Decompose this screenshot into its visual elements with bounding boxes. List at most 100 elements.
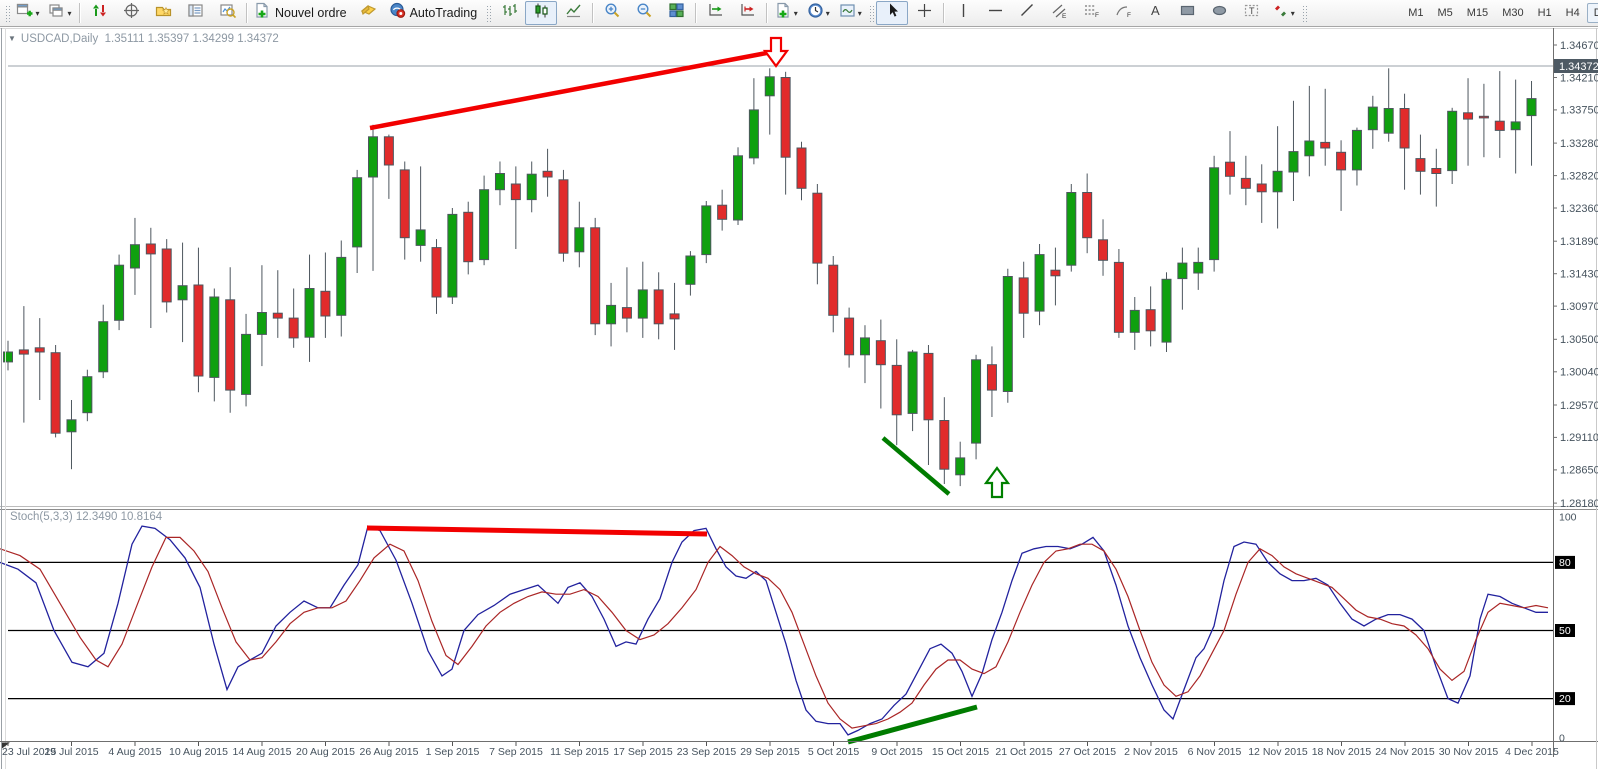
chevron-down-icon[interactable]: ▾ xyxy=(825,8,830,18)
date-tick-label: 20 Aug 2015 xyxy=(296,746,355,758)
toolbar-grip[interactable] xyxy=(1301,4,1308,22)
chart-title-text: USDCAD,Daily 1.35111 1.35397 1.34299 1.3… xyxy=(20,33,279,45)
price-tick-label: 1.32360 xyxy=(1560,203,1598,215)
market-watch-button[interactable] xyxy=(83,1,115,25)
price-tick-label: 1.30040 xyxy=(1560,367,1598,379)
profiles-button[interactable]: ▾ xyxy=(44,1,76,25)
chart-shift-icon xyxy=(739,2,756,24)
date-tick-label: 2 Nov 2015 xyxy=(1124,746,1178,758)
stochastic-main-line xyxy=(0,525,1548,736)
timeframe-m5-button[interactable]: M5 xyxy=(1437,7,1453,19)
toolbar-grip[interactable] xyxy=(485,4,492,22)
new-order-button[interactable]: Nouvel ordre xyxy=(250,1,353,25)
stochastic-label: Stoch(5,3,3) 12.3490 10.8164 xyxy=(10,511,163,523)
vertical-line-button[interactable] xyxy=(947,1,979,25)
line-chart-icon xyxy=(565,2,582,24)
autotrading-button-label: AutoTrading xyxy=(409,6,478,20)
bar-chart-button[interactable] xyxy=(493,1,525,25)
fibonacci-button[interactable]: F xyxy=(1075,1,1107,25)
equidistant-channel-button[interactable]: E xyxy=(1043,1,1075,25)
date-tick-label: 9 Oct 2015 xyxy=(871,746,923,758)
fibo-curve-button[interactable]: F xyxy=(1107,1,1139,25)
timeframe-m30-button[interactable]: M30 xyxy=(1502,7,1524,19)
fibo-curve-icon: F xyxy=(1115,2,1132,24)
date-tick-label: 6 Nov 2015 xyxy=(1188,746,1242,758)
toolbar-separator xyxy=(766,3,768,23)
navigator-button[interactable] xyxy=(147,1,179,25)
stoch-level-label: 0 xyxy=(1559,733,1565,745)
zoom-out-icon xyxy=(636,2,653,24)
strategy-tester-button[interactable] xyxy=(211,1,243,25)
cursor-button[interactable] xyxy=(876,1,909,25)
toolbar-separator xyxy=(695,3,697,23)
line-chart-button[interactable] xyxy=(557,1,589,25)
stoch-sell-trendline[interactable] xyxy=(366,525,708,537)
timeframe-d1-button[interactable]: D1 xyxy=(1586,3,1598,23)
toolbar-grip[interactable] xyxy=(868,4,875,22)
price-tick-label: 1.31890 xyxy=(1560,236,1598,248)
timeframe-h4-button[interactable]: H4 xyxy=(1565,7,1580,19)
auto-scroll-button[interactable] xyxy=(699,1,731,25)
chevron-down-icon[interactable]: ▾ xyxy=(793,8,798,18)
crosshair-button[interactable] xyxy=(908,1,940,25)
fibonacci-icon: F xyxy=(1083,2,1100,24)
zoom-in-button[interactable] xyxy=(596,1,628,25)
toolbar: ▾ ▾ Nouvel ordre AutoTrading ▾ ▾ ▾ E F F A T ▾ M1 M5 M1… xyxy=(0,0,1598,27)
rectangle-button[interactable] xyxy=(1171,1,1203,25)
stoch-buy-trendline[interactable] xyxy=(847,704,978,745)
terminal-button[interactable] xyxy=(179,1,211,25)
ellipse-icon xyxy=(1211,2,1228,24)
buy-trendline[interactable] xyxy=(881,436,951,496)
svg-text:A: A xyxy=(1151,3,1160,18)
panel-separator[interactable] xyxy=(0,506,1598,510)
chart-canvas[interactable]: 1.34670 1.34210 1.33750 1.33280 1.32820 1.323… xyxy=(0,27,1598,769)
chevron-down-icon[interactable]: ▾ xyxy=(67,8,72,18)
autotrading-button[interactable]: AutoTrading xyxy=(385,1,484,25)
price-tick-label: 1.33750 xyxy=(1560,105,1598,117)
ellipse-button[interactable] xyxy=(1203,1,1235,25)
stoch-axis[interactable]: 100 80 50 20 0 xyxy=(1555,512,1577,745)
chevron-down-icon[interactable]: ▾ xyxy=(35,8,40,18)
price-axis[interactable]: 1.34670 1.34210 1.33750 1.33280 1.32820 1.323… xyxy=(1553,40,1598,510)
svg-text:F: F xyxy=(1127,12,1131,19)
data-window-icon xyxy=(123,2,140,24)
date-tick-label: 23 Sep 2015 xyxy=(677,746,737,758)
data-window-button[interactable] xyxy=(115,1,147,25)
candlestick-chart-button[interactable] xyxy=(525,1,558,25)
timeframe-m15-button[interactable]: M15 xyxy=(1466,7,1489,19)
text-button[interactable]: A xyxy=(1139,1,1171,25)
autotrading-icon xyxy=(389,2,406,24)
timeframe-m1-button[interactable]: M1 xyxy=(1408,7,1424,19)
tile-windows-button[interactable] xyxy=(660,1,692,25)
date-tick-label: 5 Oct 2015 xyxy=(808,746,860,758)
indicators-button[interactable]: ▾ xyxy=(770,1,802,25)
new-chart-button[interactable]: ▾ xyxy=(12,1,44,25)
templates-button[interactable]: ▾ xyxy=(834,1,866,25)
current-price-tag xyxy=(1554,59,1598,73)
timeframe-h1-button[interactable]: H1 xyxy=(1537,7,1552,19)
sell-arrow-icon[interactable] xyxy=(762,36,790,68)
sell-trendline[interactable] xyxy=(369,49,773,131)
date-tick-label: 29 Jul 2015 xyxy=(44,746,98,758)
chart-collapse-icon[interactable]: ▼ xyxy=(8,34,16,43)
metaeditor-button[interactable] xyxy=(353,1,385,25)
trendline-button[interactable] xyxy=(1011,1,1043,25)
zoom-out-button[interactable] xyxy=(628,1,660,25)
auto-scroll-icon xyxy=(707,2,724,24)
date-tick-label: 10 Aug 2015 xyxy=(169,746,228,758)
label-button[interactable]: T xyxy=(1235,1,1267,25)
label-icon: T xyxy=(1243,2,1260,24)
horizontal-line-button[interactable] xyxy=(979,1,1011,25)
chevron-down-icon[interactable]: ▾ xyxy=(857,8,862,18)
periods-button[interactable]: ▾ xyxy=(802,1,834,25)
toolbar-grip[interactable] xyxy=(4,4,10,22)
price-tick-label: 1.31430 xyxy=(1560,269,1598,281)
price-tick-label: 1.29570 xyxy=(1560,400,1598,412)
chart-shift-button[interactable] xyxy=(731,1,763,25)
arrows-button[interactable]: ▾ xyxy=(1267,1,1299,25)
date-tick-label: 4 Aug 2015 xyxy=(108,746,161,758)
date-tick-label: 21 Oct 2015 xyxy=(995,746,1052,758)
buy-arrow-icon[interactable] xyxy=(983,466,1011,499)
chevron-down-icon[interactable]: ▾ xyxy=(1290,8,1295,18)
